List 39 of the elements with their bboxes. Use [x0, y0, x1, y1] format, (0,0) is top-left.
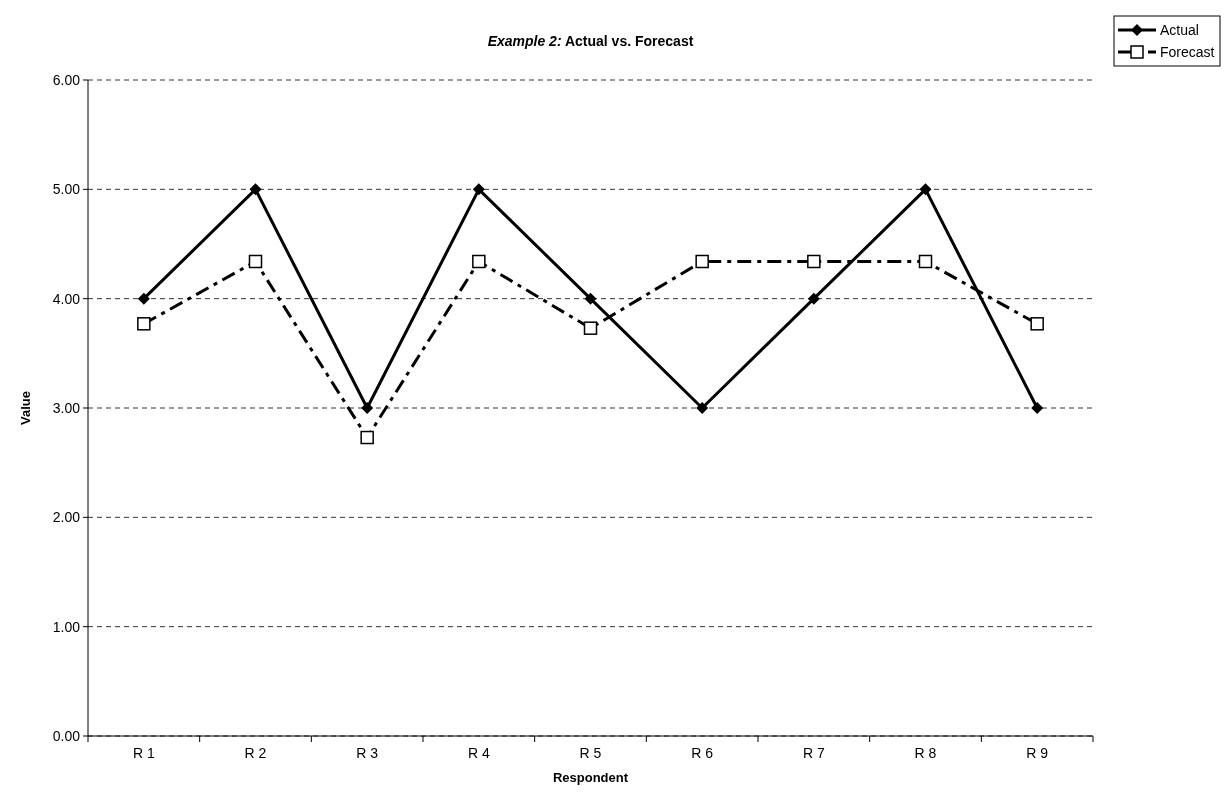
- x-tick-label: R 3: [356, 745, 379, 761]
- y-tick-label: 3.00: [52, 399, 81, 416]
- point: [472, 254, 486, 269]
- x-tick-label: R 2: [244, 745, 267, 761]
- point: [807, 292, 820, 305]
- point: [137, 317, 151, 331]
- x-axis-title: Respondent: [552, 770, 629, 785]
- y-tick-label: 6.00: [52, 71, 81, 88]
- point: [584, 292, 597, 305]
- y-tick-label: 2.00: [52, 509, 81, 526]
- point: [472, 183, 485, 196]
- chart-title: Example 2: Actual vs. Forecast: [487, 33, 694, 49]
- legend-label: Actual: [1160, 21, 1199, 38]
- point: [695, 254, 709, 269]
- x-tick-label: R 1: [132, 745, 155, 761]
- point: [249, 183, 262, 196]
- point: [918, 254, 933, 269]
- y-tick-label: 1.00: [52, 618, 81, 635]
- x-tick-label: R 9: [1026, 745, 1049, 761]
- y-tick-label: 4.00: [52, 290, 81, 307]
- point: [807, 254, 821, 269]
- point: [1031, 402, 1044, 414]
- x-tick-label: R 7: [802, 745, 825, 761]
- point: [248, 254, 263, 269]
- point: [1030, 317, 1044, 331]
- point: [583, 321, 598, 335]
- point: [360, 430, 374, 445]
- x-tick-label: R 8: [914, 745, 937, 761]
- legend-label: Forecast: [1160, 43, 1215, 60]
- y-tick-label: 0.00: [52, 727, 81, 744]
- x-tick-label: R 4: [467, 745, 490, 761]
- x-tick-label: R 6: [691, 745, 714, 761]
- y-tick-label: 5.00: [52, 181, 81, 198]
- y-axis-title: Value: [18, 391, 33, 425]
- x-tick-label: R 5: [579, 745, 602, 761]
- point: [696, 402, 709, 414]
- point: [361, 402, 374, 414]
- point: [137, 292, 150, 305]
- point: [919, 183, 932, 196]
